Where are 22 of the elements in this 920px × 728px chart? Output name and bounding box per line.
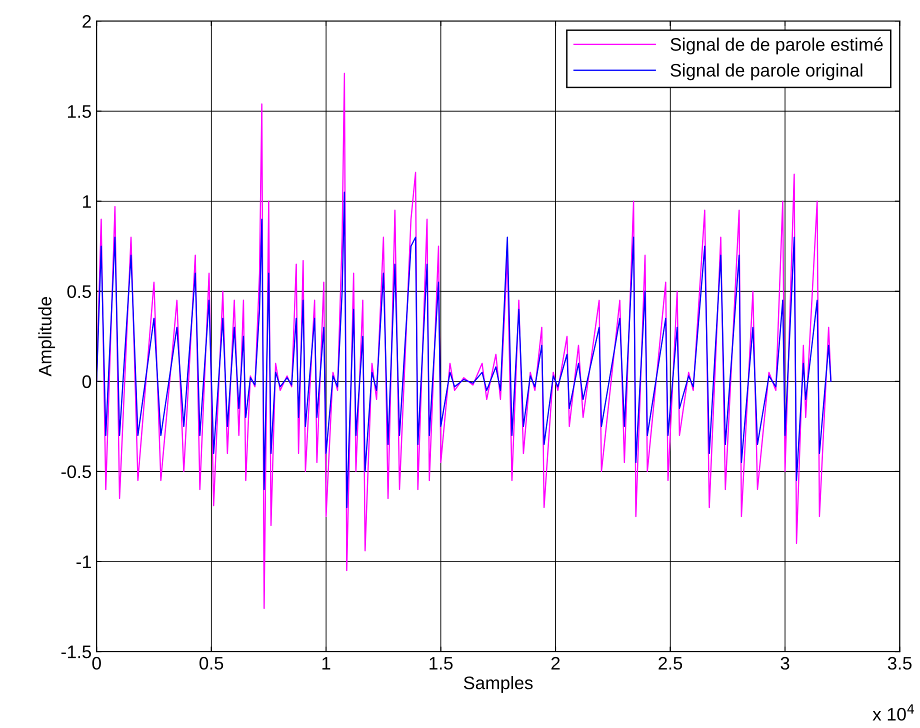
x-tick-label: 1.5: [430, 657, 453, 670]
y-tick-label: 1.5: [68, 105, 91, 118]
y-tick-label: 0: [82, 375, 92, 388]
y-tick-label: -1: [76, 556, 91, 568]
legend-label: Signal de parole original: [670, 63, 862, 80]
y-tick-label: 1: [83, 195, 91, 208]
x-tick-label: 2.5: [658, 656, 682, 670]
x-tick-label: 2: [551, 656, 560, 670]
y-axis-title: Amplitude: [38, 296, 56, 376]
x-tick-label: 0.5: [199, 656, 224, 670]
x-tick-label: 0: [92, 656, 101, 670]
x-tick-label: 3: [780, 656, 790, 670]
y-tick-label: 2: [82, 15, 91, 28]
x-tick-label: 1: [322, 657, 330, 670]
x-axis-title: Samples: [464, 676, 533, 693]
y-tick-label: -0.5: [61, 465, 91, 478]
legend-label: Signal de de parole estimé: [670, 37, 883, 54]
line-series: [96, 192, 832, 508]
y-tick-label: 0.5: [67, 285, 91, 298]
x-tick-label: 3.5: [888, 656, 912, 670]
y-tick-label: -1.5: [61, 646, 91, 658]
text: x 10$^{4}$: [872, 704, 914, 721]
